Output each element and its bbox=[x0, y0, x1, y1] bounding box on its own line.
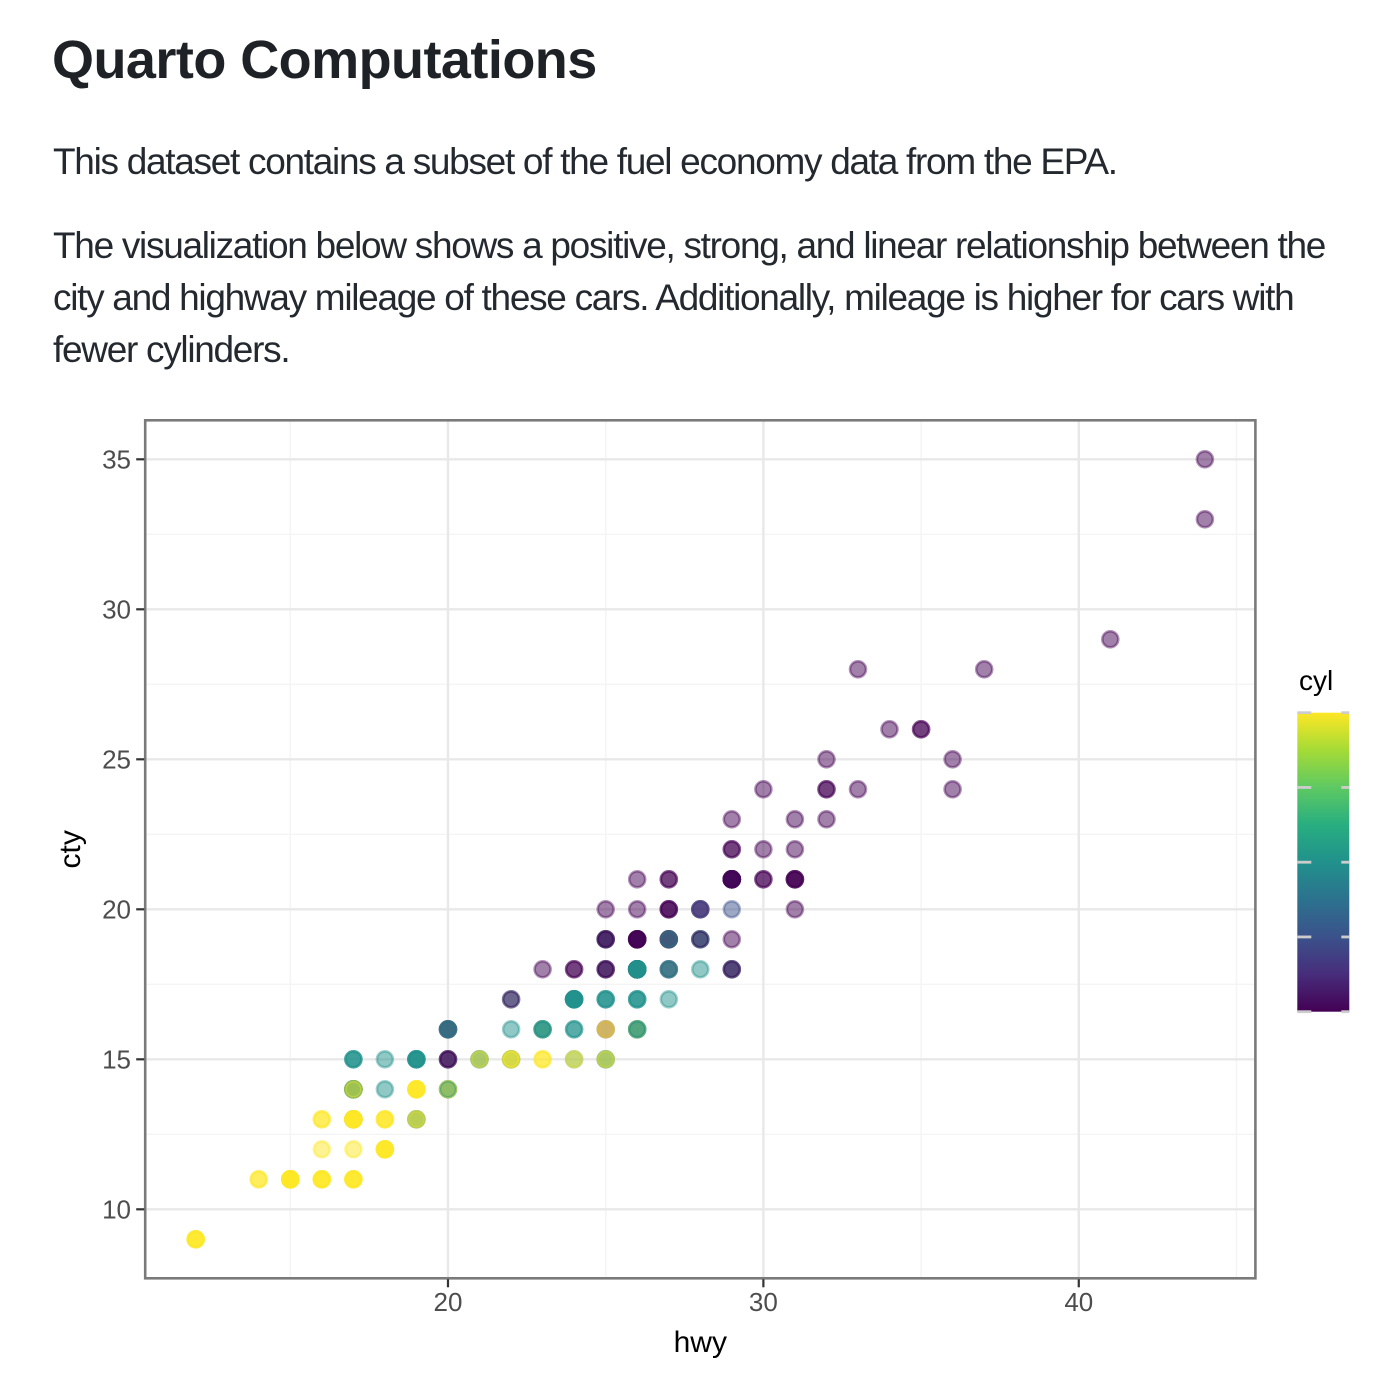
svg-text:35: 35 bbox=[102, 444, 131, 474]
svg-text:10: 10 bbox=[102, 1194, 131, 1224]
intro-paragraph: This dataset contains a subset of the fu… bbox=[53, 141, 1118, 182]
svg-text:20: 20 bbox=[102, 894, 131, 924]
axis-ticks bbox=[136, 458, 1080, 1288]
minor-gridlines bbox=[145, 420, 1256, 1279]
svg-text:15: 15 bbox=[102, 1044, 131, 1074]
panel-border bbox=[143, 418, 1257, 1280]
color-legend: cyl bbox=[1297, 665, 1350, 1014]
svg-text:40: 40 bbox=[1064, 1287, 1093, 1317]
data-points bbox=[186, 449, 1215, 1249]
legend-title: cyl bbox=[1299, 665, 1333, 696]
svg-text:30: 30 bbox=[749, 1287, 778, 1317]
legend-tick-marks bbox=[1297, 711, 1350, 1014]
page-title: Quarto Computations bbox=[52, 30, 597, 90]
axis-tick-labels: 20 30 40 10 15 20 25 30 35 bbox=[102, 444, 1093, 1317]
description-paragraph: The visualization below shows a positive… bbox=[53, 225, 1326, 370]
svg-text:20: 20 bbox=[434, 1287, 463, 1317]
svg-text:25: 25 bbox=[102, 744, 131, 774]
y-axis-title: cty bbox=[54, 830, 87, 868]
plot-panel bbox=[145, 420, 1256, 1279]
x-axis-title: hwy bbox=[674, 1326, 727, 1359]
svg-text:30: 30 bbox=[102, 594, 131, 624]
